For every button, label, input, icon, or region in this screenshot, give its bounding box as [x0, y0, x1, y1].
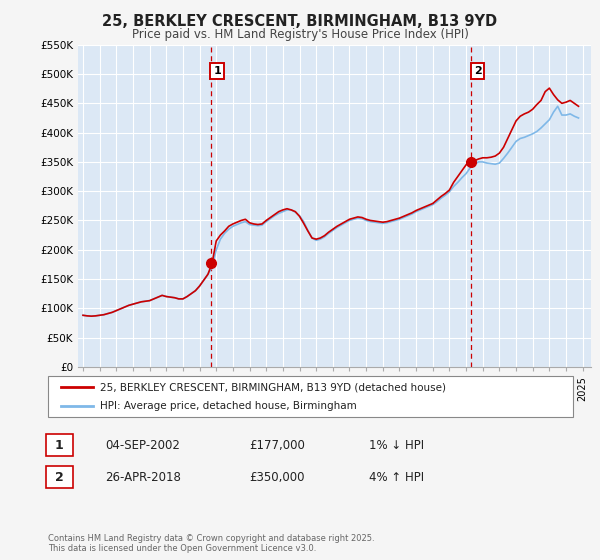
Text: 25, BERKLEY CRESCENT, BIRMINGHAM, B13 9YD: 25, BERKLEY CRESCENT, BIRMINGHAM, B13 9Y… — [103, 14, 497, 29]
Text: 04-SEP-2002: 04-SEP-2002 — [105, 438, 180, 452]
Text: 4% ↑ HPI: 4% ↑ HPI — [369, 470, 424, 484]
Text: Price paid vs. HM Land Registry's House Price Index (HPI): Price paid vs. HM Land Registry's House … — [131, 28, 469, 41]
Text: 2: 2 — [55, 470, 64, 484]
Text: 1% ↓ HPI: 1% ↓ HPI — [369, 438, 424, 452]
FancyBboxPatch shape — [48, 376, 573, 417]
Text: Contains HM Land Registry data © Crown copyright and database right 2025.
This d: Contains HM Land Registry data © Crown c… — [48, 534, 374, 553]
Text: £177,000: £177,000 — [249, 438, 305, 452]
Text: 1: 1 — [55, 438, 64, 452]
Text: 1: 1 — [213, 66, 221, 76]
Text: 25, BERKLEY CRESCENT, BIRMINGHAM, B13 9YD (detached house): 25, BERKLEY CRESCENT, BIRMINGHAM, B13 9Y… — [101, 382, 446, 393]
Text: £350,000: £350,000 — [249, 470, 305, 484]
Text: 26-APR-2018: 26-APR-2018 — [105, 470, 181, 484]
Text: HPI: Average price, detached house, Birmingham: HPI: Average price, detached house, Birm… — [101, 401, 357, 411]
Text: 2: 2 — [474, 66, 482, 76]
